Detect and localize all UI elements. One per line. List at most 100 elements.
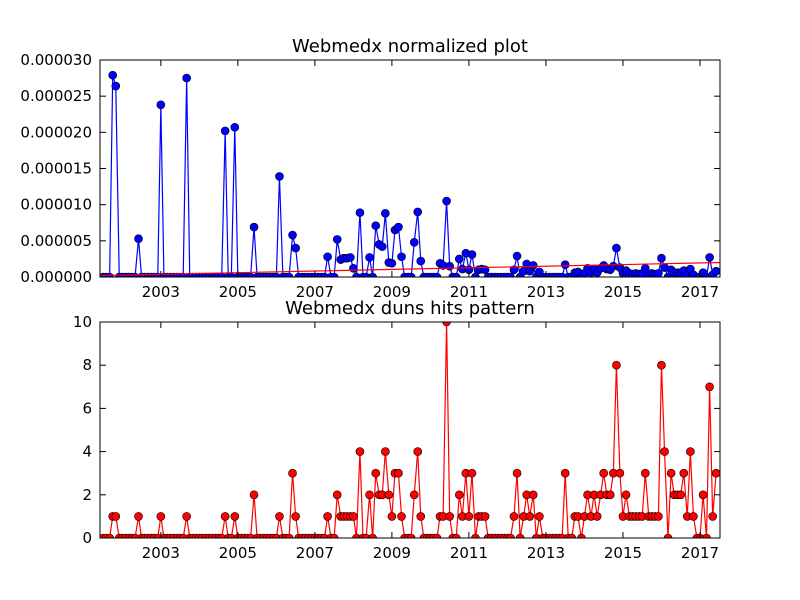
y-tick-label: 0 — [82, 529, 92, 547]
marker — [332, 235, 342, 244]
marker — [413, 207, 423, 217]
marker — [612, 360, 621, 370]
y-tick-label: 0.000005 — [20, 232, 92, 250]
marker — [509, 265, 519, 275]
y-tick-label: 0.000030 — [20, 51, 92, 69]
marker — [686, 447, 695, 456]
marker — [397, 512, 406, 521]
marker — [705, 253, 714, 262]
y-tick-label: 10 — [73, 313, 92, 331]
marker — [560, 260, 570, 270]
chart-title: Webmedx duns hits pattern — [285, 298, 535, 319]
marker — [291, 243, 300, 253]
x-tick-label: 2009 — [373, 283, 411, 301]
marker — [445, 261, 454, 271]
marker — [349, 264, 358, 273]
marker — [220, 512, 230, 521]
marker — [663, 272, 673, 277]
marker — [329, 272, 339, 277]
x-tick-label: 2015 — [604, 544, 642, 562]
marker — [432, 533, 442, 538]
x-tick-label: 2007 — [296, 283, 334, 301]
marker — [528, 261, 538, 270]
marker — [454, 254, 464, 264]
x-tick-label: 2007 — [296, 544, 334, 562]
marker — [291, 512, 300, 521]
marker — [387, 512, 397, 521]
marker — [371, 468, 381, 478]
marker — [352, 533, 361, 538]
marker — [108, 70, 118, 80]
marker — [355, 447, 365, 456]
y-tick-label: 4 — [82, 443, 92, 461]
marker — [288, 230, 297, 240]
marker — [349, 512, 358, 521]
marker — [249, 490, 259, 500]
marker — [377, 242, 387, 251]
marker — [509, 512, 519, 521]
marker — [442, 322, 451, 327]
marker — [323, 252, 332, 262]
marker — [467, 468, 477, 478]
chart-title: Webmedx normalized plot — [292, 36, 528, 57]
marker — [272, 272, 281, 277]
marker — [471, 272, 480, 277]
marker — [387, 258, 397, 268]
x-tick-label: 2003 — [142, 283, 180, 301]
marker — [535, 512, 544, 521]
marker — [368, 272, 377, 277]
marker — [532, 533, 541, 538]
axes-frame — [99, 321, 721, 539]
marker — [416, 512, 426, 521]
marker — [711, 266, 720, 276]
marker — [464, 512, 474, 521]
marker — [640, 468, 650, 478]
marker — [227, 533, 236, 538]
marker — [284, 533, 294, 538]
marker — [288, 468, 297, 478]
marker — [612, 243, 621, 253]
marker — [323, 512, 332, 521]
marker — [105, 533, 114, 538]
y-tick-label: 8 — [82, 356, 92, 374]
marker — [442, 196, 451, 206]
marker — [432, 272, 442, 277]
marker — [471, 533, 480, 538]
marker — [156, 100, 166, 110]
marker — [246, 272, 255, 277]
marker — [567, 533, 577, 538]
plot-area — [100, 322, 720, 538]
x-tick-label: 2013 — [527, 544, 565, 562]
marker — [409, 490, 419, 500]
marker — [621, 490, 631, 500]
x-tick-label: 2005 — [219, 544, 257, 562]
x-tick-label: 2009 — [373, 544, 411, 562]
marker — [320, 272, 329, 277]
marker — [698, 490, 708, 500]
marker — [560, 468, 570, 478]
x-tick-label: 2011 — [450, 544, 488, 562]
marker — [676, 490, 686, 500]
x-tick-label: 2003 — [142, 544, 180, 562]
marker — [506, 533, 515, 538]
marker — [660, 447, 669, 456]
marker — [528, 490, 538, 500]
marker — [368, 533, 377, 538]
marker — [332, 490, 342, 500]
marker — [249, 222, 259, 232]
marker — [346, 253, 355, 262]
marker — [605, 490, 615, 500]
marker — [525, 512, 535, 521]
x-tick-label: 2005 — [219, 283, 257, 301]
series-line — [103, 322, 717, 538]
marker — [657, 360, 666, 370]
y-tick-label: 6 — [82, 399, 92, 417]
x-tick-label: 2017 — [681, 283, 719, 301]
marker — [272, 533, 281, 538]
marker — [111, 81, 121, 91]
marker — [381, 447, 390, 456]
marker — [705, 382, 714, 392]
marker — [394, 468, 403, 478]
